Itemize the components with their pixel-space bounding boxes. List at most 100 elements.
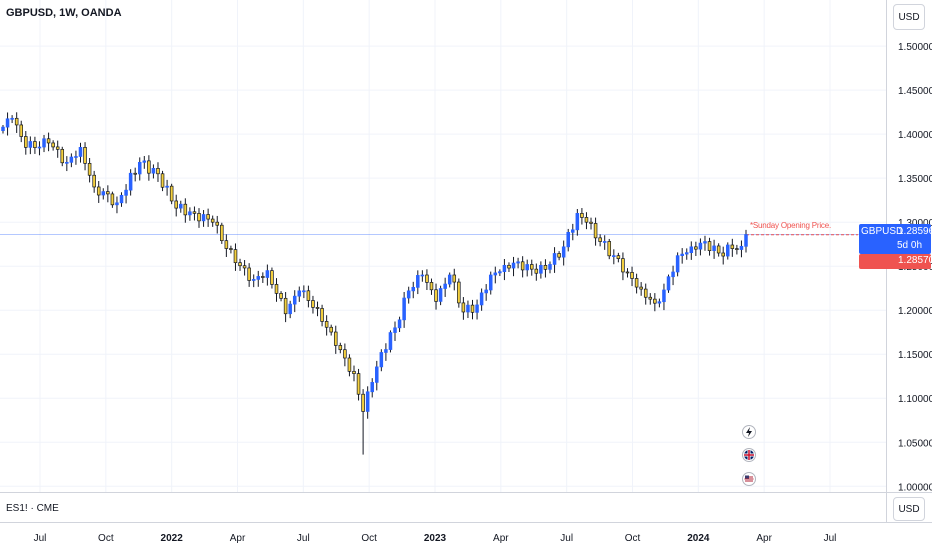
candle-body (61, 149, 64, 162)
candle-body (562, 247, 565, 257)
candle-body (389, 333, 392, 350)
candle-body (426, 275, 429, 282)
candle-body (207, 215, 210, 220)
candle-body (585, 217, 588, 222)
sub-pane-currency-badge[interactable]: USD (893, 497, 925, 521)
x-tick-label: Apr (230, 533, 246, 544)
candle-body (170, 186, 173, 201)
candle-body (230, 249, 233, 250)
candle-body (635, 278, 638, 287)
uk-flag-icon[interactable] (742, 448, 756, 462)
candle-body (690, 247, 693, 253)
candle-body (517, 262, 520, 263)
us-flag-icon[interactable] (742, 472, 756, 486)
candle-body (2, 127, 5, 131)
candle-body (20, 125, 23, 137)
candle-body (530, 265, 533, 270)
candle-body (125, 190, 128, 195)
candle-body (284, 298, 287, 313)
candle-body (503, 265, 506, 271)
candle-body (134, 173, 137, 174)
candle-body (713, 246, 716, 251)
candle-body (330, 327, 333, 332)
open-price-value: 1.28570 (898, 255, 932, 266)
candle-body (476, 305, 479, 312)
candle-body (526, 265, 529, 270)
x-tick-label: Jul (824, 533, 837, 544)
candle-body (535, 269, 538, 273)
candle-body (157, 168, 160, 173)
last-price-value: 1.28596 (898, 226, 932, 237)
candle-body (485, 290, 488, 293)
candle-body (453, 275, 456, 282)
candle-body (266, 271, 269, 278)
candle-body (56, 147, 59, 149)
candle-body (539, 265, 542, 273)
lightning-icon[interactable] (742, 425, 756, 439)
candle-body (403, 298, 406, 320)
candle-body (6, 119, 9, 127)
candle-body (745, 235, 748, 247)
candle-body (444, 284, 447, 288)
candle-body (334, 332, 337, 345)
y-tick-label: 1.40000 (898, 130, 932, 141)
x-tick-label: Jul (34, 533, 47, 544)
candle-body (248, 268, 251, 281)
candle-body (489, 275, 492, 290)
candle-body (198, 213, 201, 220)
candle-body (699, 243, 702, 249)
y-tick-label: 1.00000 (898, 482, 932, 493)
candle-body (312, 301, 315, 308)
x-tick-label: Jul (560, 533, 573, 544)
candle-body (280, 293, 283, 298)
candle-body (321, 308, 324, 321)
candle-body (494, 273, 497, 275)
y-tick-label: 1.20000 (898, 306, 932, 317)
candle-body (612, 256, 615, 257)
candle-body (384, 350, 387, 353)
candle-body (175, 201, 178, 208)
y-tick-label: 1.45000 (898, 86, 932, 97)
candle-body (576, 213, 579, 229)
candle-body (553, 253, 556, 264)
candle-body (394, 328, 397, 333)
candle-body (348, 358, 351, 371)
candle-body (184, 204, 187, 215)
candle-body (571, 230, 574, 233)
candle-body (462, 303, 465, 312)
candle-body (658, 302, 661, 303)
candle-body (289, 304, 292, 314)
candle-body (234, 250, 237, 263)
candle-body (512, 263, 515, 268)
candle-body (84, 147, 87, 163)
candle-body (590, 222, 593, 223)
candle-body (663, 290, 666, 302)
candle-body (498, 272, 501, 273)
candle-body (672, 272, 675, 277)
candle-body (722, 253, 725, 256)
candle-body (220, 225, 223, 240)
candle-body (549, 264, 552, 269)
candle-body (257, 276, 260, 279)
candle-body (38, 147, 41, 148)
candle-body (398, 320, 401, 328)
candle-body (617, 256, 620, 259)
candle-body (29, 141, 32, 147)
candle-body (147, 161, 150, 173)
candle-body (448, 275, 451, 284)
axes (0, 0, 932, 523)
x-tick-label: Apr (756, 533, 772, 544)
currency-badge[interactable]: USD (893, 4, 925, 30)
candle-body (439, 289, 442, 302)
candle-body (307, 291, 310, 301)
candle-body (544, 265, 547, 269)
x-tick-label: Jul (297, 533, 310, 544)
candle-body (225, 241, 228, 249)
candle-body (735, 249, 738, 250)
candle-body (24, 137, 27, 148)
candle-body (508, 265, 511, 268)
candle-body (435, 290, 438, 302)
candle-body (430, 282, 433, 289)
